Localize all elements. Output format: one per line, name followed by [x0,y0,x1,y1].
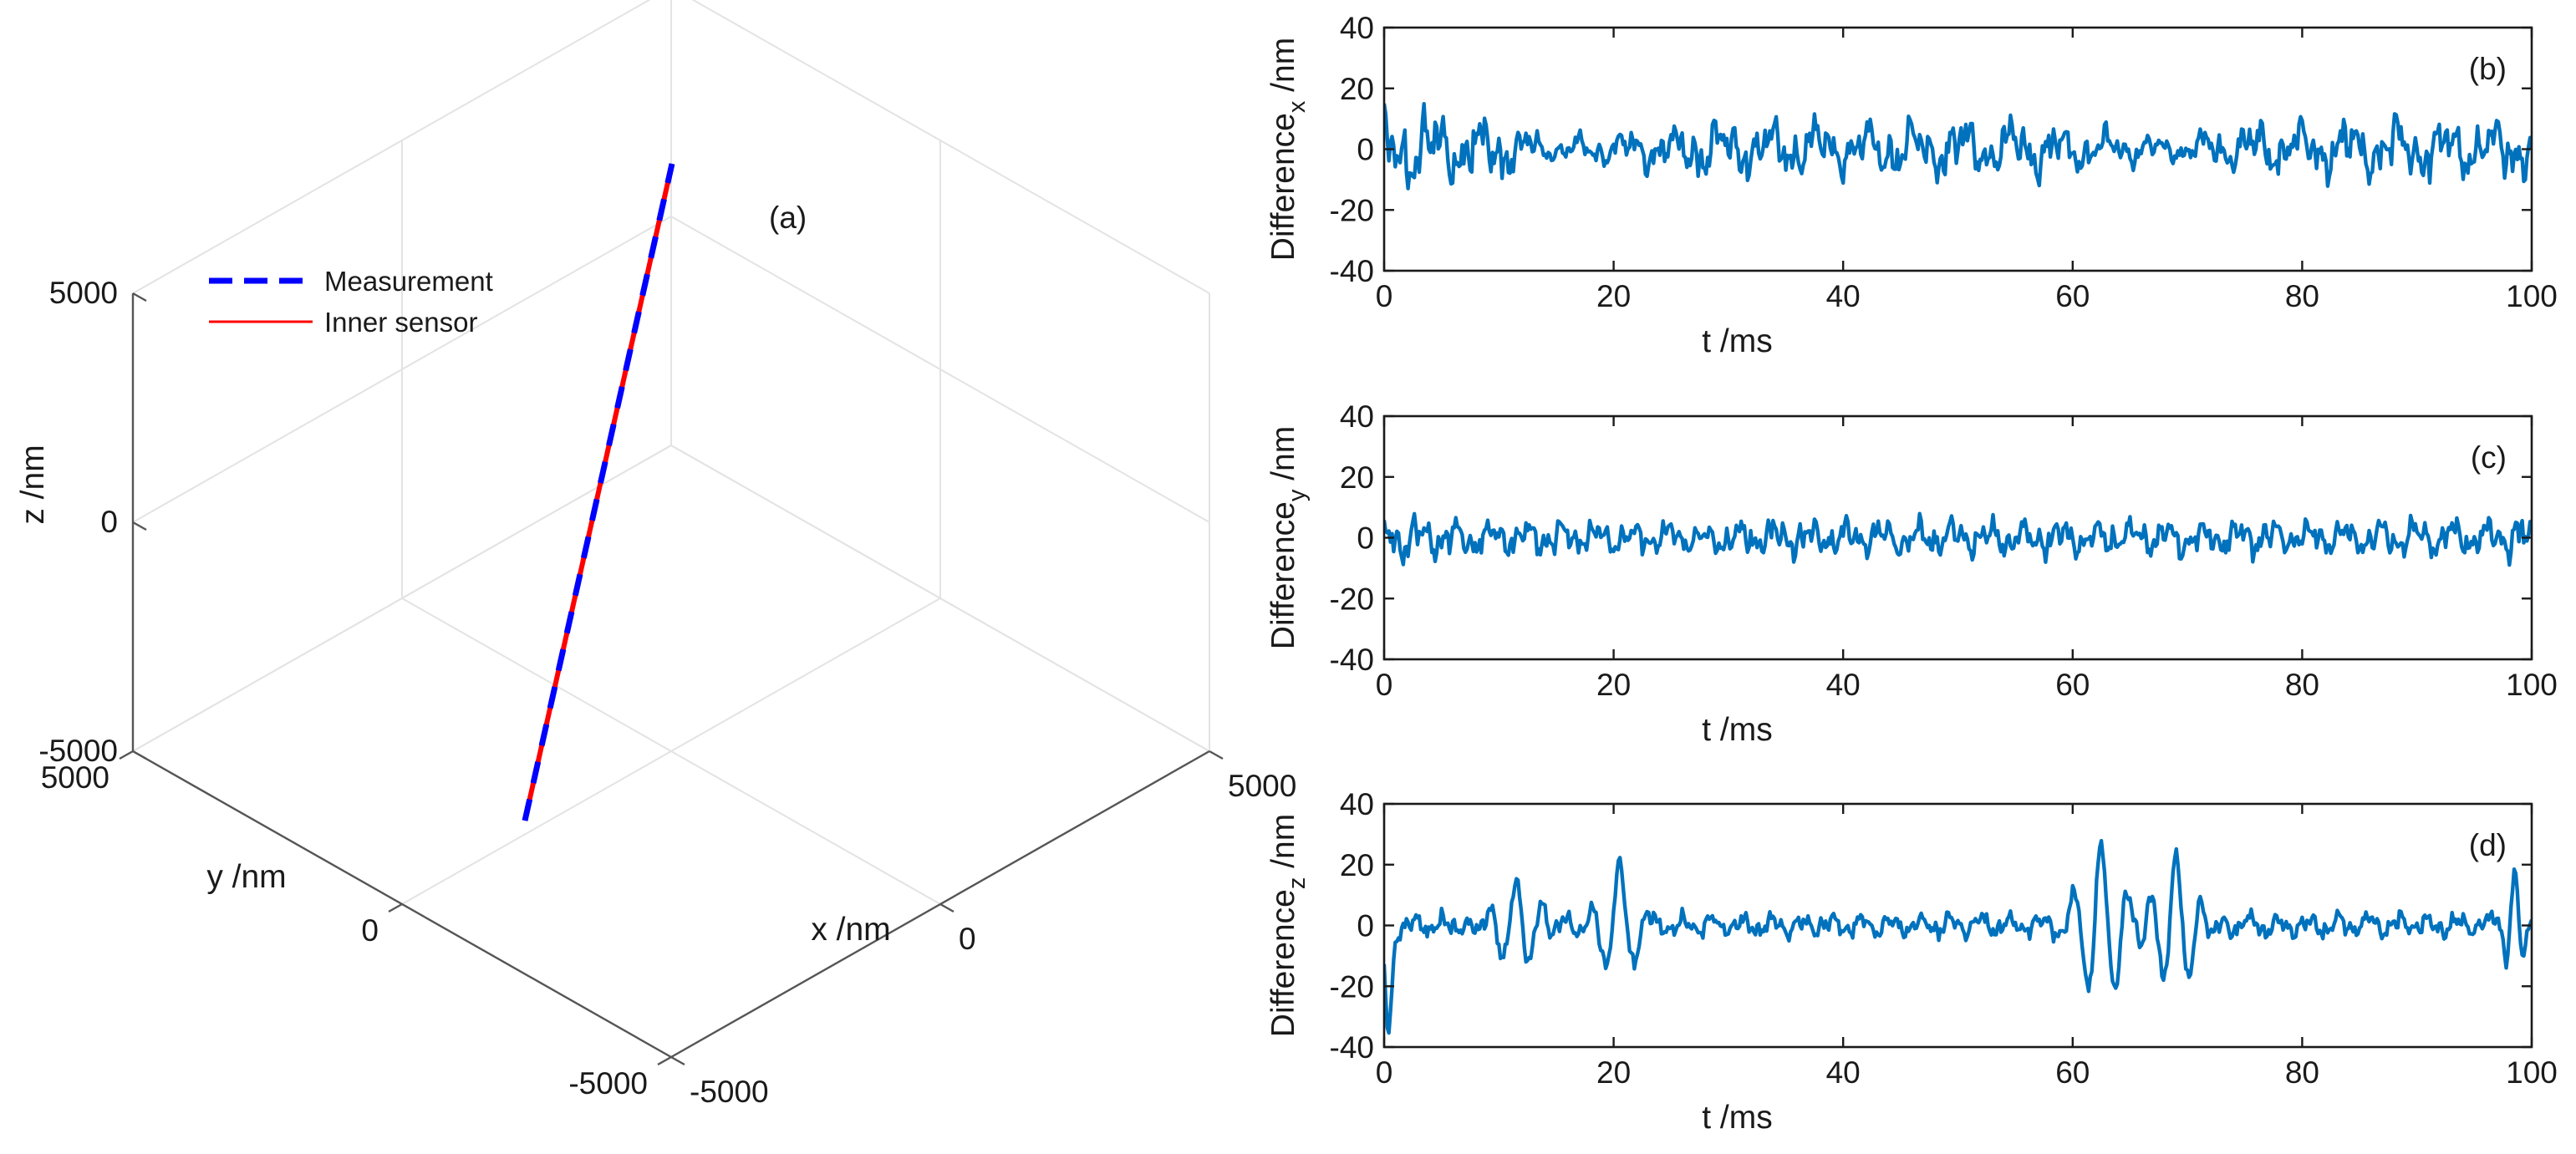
y-tick-label: -20 [1330,582,1374,616]
y-axis-title-main: Difference [1265,501,1301,649]
x-tick-label: 20 [1596,1055,1631,1090]
x-tick-label: 80 [2285,1055,2319,1090]
panel-a-legend: Measurement Inner sensor [209,266,493,338]
y-tick-label: 20 [1340,460,1374,495]
y-tick-label: -40 [1330,1030,1374,1065]
x-tick-label: 40 [1826,1055,1861,1090]
series-line-d [1384,838,2532,1035]
y-axis-title-main: Difference [1265,889,1301,1037]
grid-line [691,0,1210,294]
x-tick-label: -5000 [690,1075,769,1109]
y-tick [119,750,134,760]
panel-label-c: (c) [2471,440,2507,475]
y-axis-title-b: Differencex /nm [1265,38,1311,261]
panel-a-grid [132,0,1210,1058]
y-tick-label: 20 [1340,848,1374,882]
series-inner-sensor-line [522,163,675,821]
y-tick-label: -20 [1330,193,1374,227]
panel-b-difference-x-plot: 0 20 40 60 80 100 -40 -20 0 20 40 (b) t /ms Differenc… [1265,11,2558,359]
panel-a-label: (a) [769,201,807,235]
y-tick-label: -40 [1330,254,1374,288]
y-axis-title-unit: /nm [1265,426,1301,490]
y-tick-label: -20 [1330,969,1374,1004]
x-axis-title-c: t /ms [1702,712,1773,748]
y-axis-title-unit: /nm [1265,38,1301,101]
y-tick-label: 5000 [41,760,109,795]
y-tick-label: 0 [361,913,379,948]
z-tick-label: -5000 [38,734,118,768]
x-tick [939,902,955,913]
panel-d-difference-z-plot: 0 20 40 60 80 100 -40 -20 0 20 40 (d) t /ms Differenc… [1265,787,2558,1136]
y-tick-label: 20 [1340,72,1374,106]
x-tick-label: 60 [2055,1055,2090,1090]
x-tick-label: 0 [1376,1055,1393,1090]
legend-measurement-label: Measurement [324,266,493,297]
x-tick-label: 5000 [1228,769,1296,803]
y-tick-label: 40 [1340,11,1374,45]
legend-inner-sensor-label: Inner sensor [324,307,477,338]
y-tick-label: 0 [1357,909,1374,943]
x-tick-label: 0 [1376,668,1393,702]
grid-line [132,445,672,752]
grid-line [132,216,672,523]
y-axis-title-subscript: z [1284,877,1311,890]
y-tick-label: -5000 [568,1066,648,1101]
z-tick-label: 0 [100,505,118,539]
z-tick [132,521,147,531]
series-line-b [1384,101,2532,191]
y-axis-title-subscript: y [1284,489,1311,501]
panel-label-d: (d) [2469,828,2507,862]
x-axis-title-d: t /ms [1702,1100,1773,1136]
z-tick [132,292,147,302]
panel-a-z-axis-title: z /nm [15,445,51,524]
x-tick-label: 40 [1826,279,1861,313]
x-tick [1209,750,1224,760]
x-tick-label: 40 [1826,668,1861,702]
panel-label-b: (b) [2469,52,2507,86]
x-tick-label: 100 [2506,668,2558,702]
x-tick-label: 80 [2285,279,2319,313]
y-axis-title-c: Differencey /nm [1265,426,1311,649]
panel-a-y-axis-title: y /nm [206,859,286,895]
x-tick-label: 100 [2506,1055,2558,1090]
x-tick-label: 20 [1596,279,1631,313]
grid-line [132,0,651,294]
x-tick-label: 60 [2055,279,2090,313]
y-tick-label: 0 [1357,521,1374,556]
grid-line [670,445,1210,752]
y-axis-title-unit: /nm [1265,814,1301,877]
x-tick-label: 80 [2285,668,2319,702]
y-tick-label: -40 [1330,643,1374,677]
x-tick-label: 0 [1376,279,1393,313]
x-tick-label: 100 [2506,279,2558,313]
grid-line [670,216,1210,523]
y-tick [388,902,403,913]
x-axis-title-b: t /ms [1702,323,1773,359]
x-tick [670,1055,685,1066]
panel-a-x-axis-title: x /nm [811,912,890,948]
x-tick-label: 60 [2055,668,2090,702]
y-axis-title-subscript: x [1284,100,1311,113]
y-tick-label: 40 [1340,787,1374,821]
z-tick-label: 5000 [49,276,118,310]
x-tick-label: 0 [959,922,976,956]
y-axis-title-main: Difference [1265,113,1301,261]
x-tick-label: 20 [1596,668,1631,702]
y-axis-title-d: Differencez /nm [1265,814,1311,1037]
panel-a-series-lines [522,163,675,821]
grid-line [401,597,941,905]
z-tick [132,750,147,760]
y-tick [657,1055,672,1066]
y-tick-label: 0 [1357,133,1374,167]
series-line-c [1384,511,2532,567]
panel-c-difference-y-plot: 0 20 40 60 80 100 -40 -20 0 20 40 (c) t /ms Differenc… [1265,399,2558,748]
y-tick-label: 40 [1340,399,1374,434]
